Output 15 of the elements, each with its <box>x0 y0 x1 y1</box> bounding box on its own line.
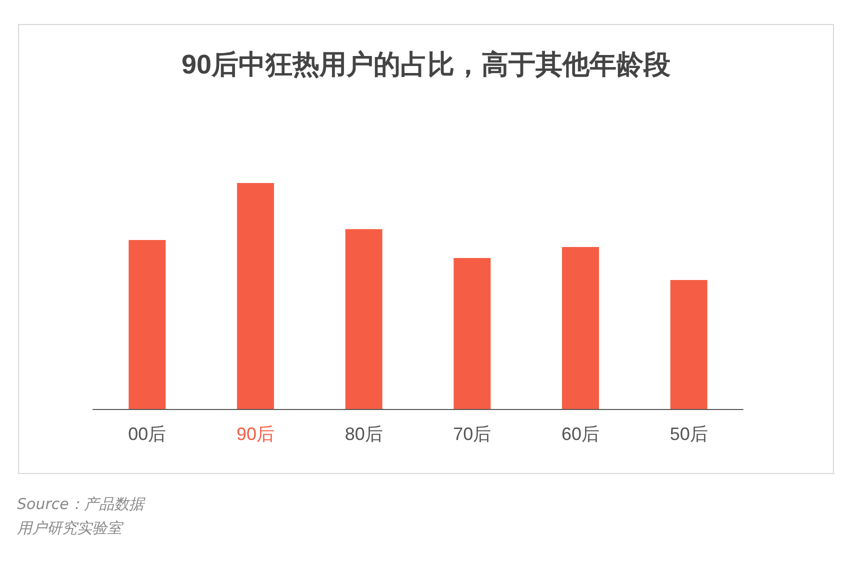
bar <box>562 246 599 409</box>
source-note: Source：产品数据 <box>17 494 144 515</box>
x-tick-label: 70后 <box>453 424 492 444</box>
bar <box>128 240 166 409</box>
x-tick-label: 50后 <box>670 424 708 444</box>
bar <box>237 183 274 409</box>
x-tick-label: 00后 <box>128 424 166 444</box>
bar <box>345 229 382 409</box>
x-tick-label: 90后 <box>236 424 275 444</box>
chart-title: 90后中狂热用户的占比，高于其他年龄段 <box>181 50 672 80</box>
text: 用户研究实验室 <box>17 518 124 539</box>
bar <box>670 280 708 409</box>
bar <box>454 258 491 409</box>
x-tick-label: 80后 <box>344 424 383 444</box>
x-tick-label: 60后 <box>561 424 600 444</box>
